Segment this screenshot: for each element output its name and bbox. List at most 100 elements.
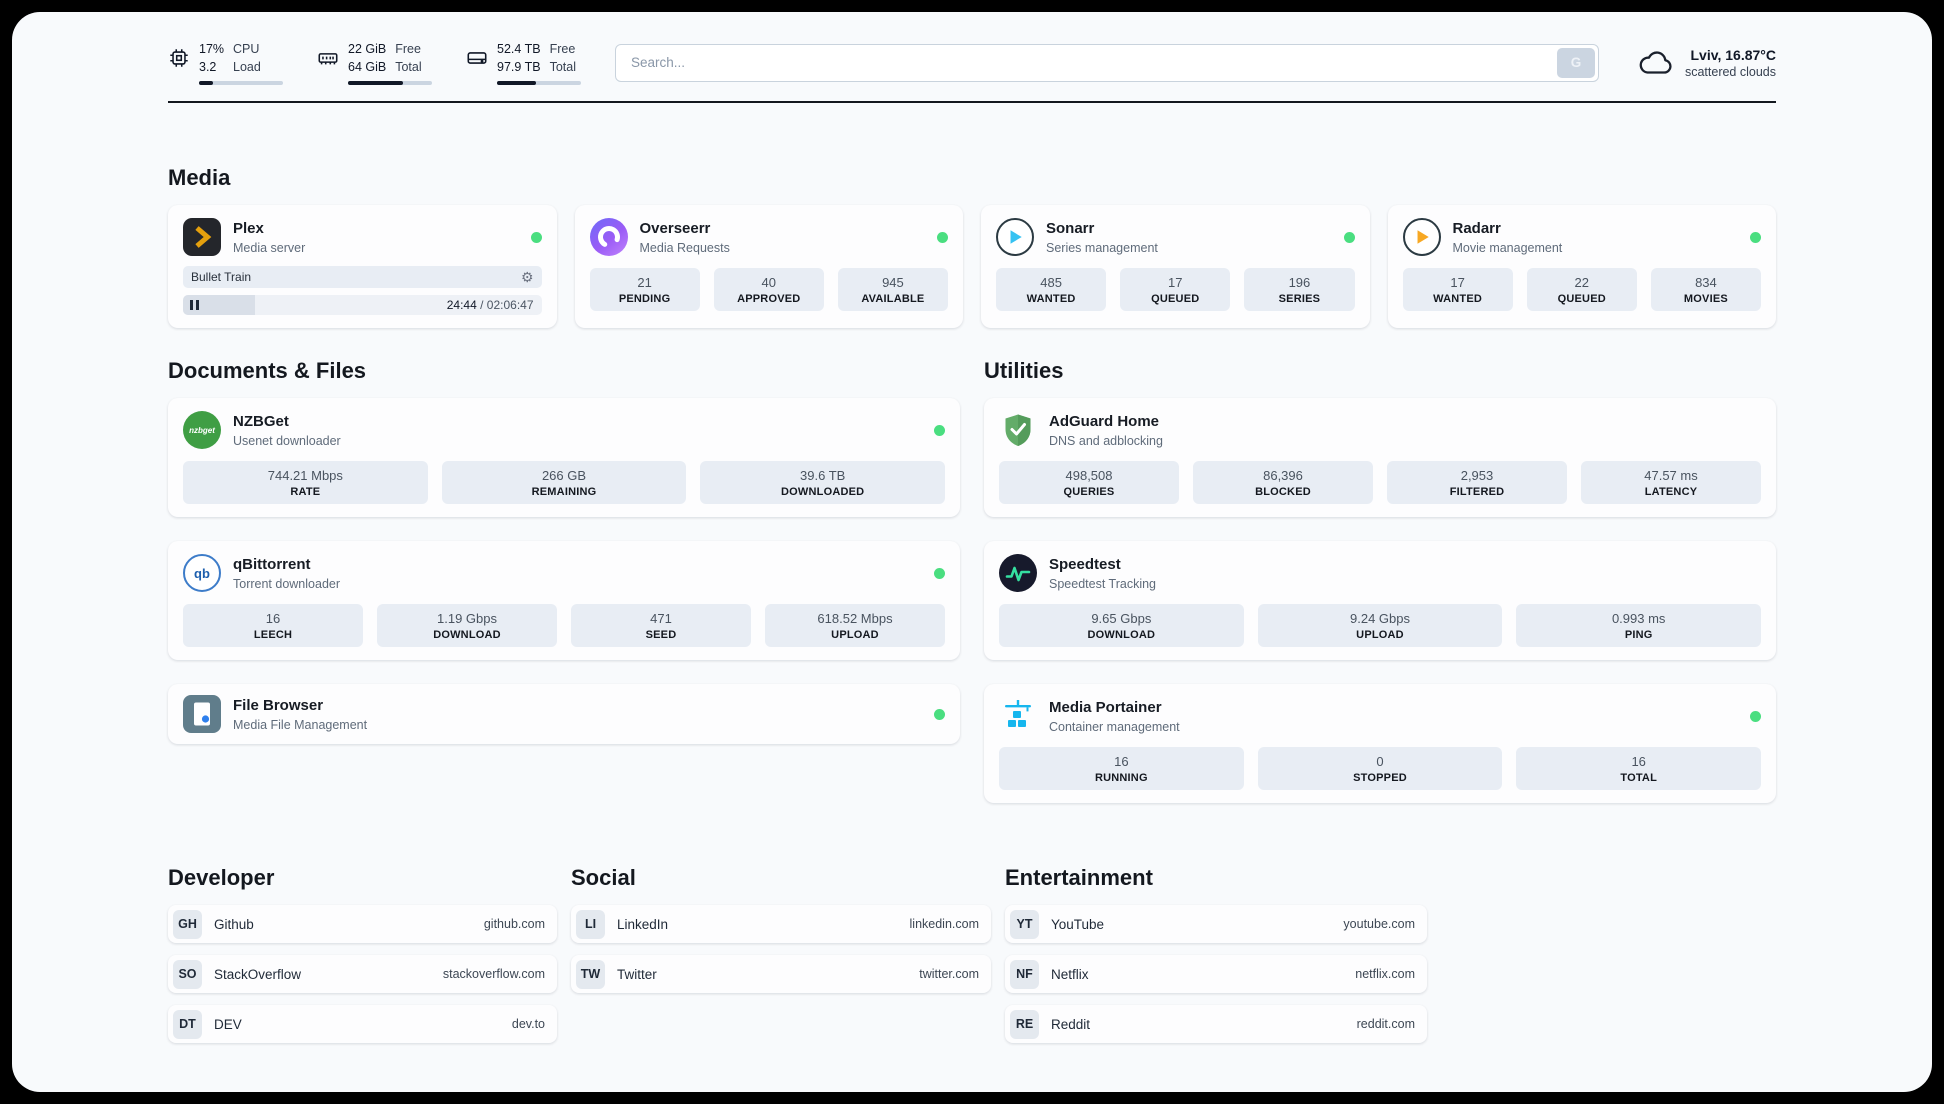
bookmark-linkedin[interactable]: LI LinkedIn linkedin.com — [571, 905, 991, 944]
stat-box: 17 WANTED — [1402, 268, 1513, 312]
status-dot — [1750, 710, 1761, 722]
cpu-label-top: CPU — [233, 42, 260, 56]
radarr-card[interactable]: Radarr Movie management 17 WANTED 22 QUEUE… — [1387, 205, 1776, 329]
filebrowser-icon — [183, 695, 221, 734]
developer-section-title: Developer — [168, 865, 275, 891]
bookmark-github[interactable]: GH Github github.com — [168, 905, 557, 944]
media-section: Media Plex Media server Bullet Train ⚙ — [168, 165, 1776, 329]
app-name: qBittorrent — [233, 555, 311, 573]
cpu-stat: 17% 3.2 CPU Load — [168, 40, 283, 86]
search-bar: G — [615, 43, 1599, 82]
documents-section: Documents & Files nzbget NZBGet Usenet d… — [168, 358, 960, 803]
cpu-usage-bar — [199, 81, 283, 86]
ram-label-top: Free — [395, 42, 421, 56]
app-subtitle: Speedtest Tracking — [1049, 576, 1157, 591]
status-dot — [934, 567, 945, 579]
status-dot — [934, 708, 945, 720]
stat-box: 39.6 TB DOWNLOADED — [700, 461, 946, 505]
system-stats: 17% 3.2 CPU Load 22 GiB 64 GiB — [168, 40, 581, 86]
bookmark-name: Github — [214, 916, 254, 932]
disk-total: 97.9 TB — [497, 60, 541, 75]
pause-icon[interactable] — [190, 300, 199, 311]
adguard-card[interactable]: AdGuard Home DNS and adblocking 498,508 Q… — [984, 398, 1776, 518]
filebrowser-card[interactable]: File Browser Media File Management — [168, 684, 960, 745]
sonarr-icon — [996, 218, 1034, 257]
seek-bar[interactable]: 24:44 / 02:06:47 — [183, 295, 542, 316]
header-divider — [168, 101, 1776, 104]
stat-box: 86,396 BLOCKED — [1193, 461, 1373, 505]
bookmark-url: stackoverflow.com — [442, 967, 545, 982]
app-name: Sonarr — [1046, 219, 1095, 237]
bookmark-name: Twitter — [617, 966, 657, 982]
ram-label-bottom: Total — [395, 60, 422, 75]
stat-box: 16 RUNNING — [999, 747, 1244, 791]
app-name: Plex — [233, 219, 264, 237]
qbittorrent-icon: qb — [183, 554, 221, 593]
utilities-section-title: Utilities — [984, 358, 1064, 384]
app-subtitle: Torrent downloader — [233, 576, 341, 591]
adguard-icon — [999, 411, 1037, 449]
status-dot — [1750, 231, 1761, 243]
app-subtitle: DNS and adblocking — [1049, 433, 1163, 448]
bookmark-stackoverflow[interactable]: SO StackOverflow stackoverflow.com — [168, 955, 557, 994]
stat-box: 471 SEED — [571, 604, 751, 648]
bookmark-abbr: TW — [576, 959, 605, 989]
bookmark-name: YouTube — [1051, 916, 1105, 932]
bookmark-reddit[interactable]: RE Reddit reddit.com — [1005, 1005, 1427, 1044]
stat-box: 1.19 Gbps DOWNLOAD — [377, 604, 557, 648]
ram-usage-bar — [348, 81, 432, 86]
stat-box: 744.21 Mbps RATE — [183, 461, 428, 505]
stat-box: 21 PENDING — [589, 268, 700, 312]
overseerr-card[interactable]: Overseerr Media Requests 21 PENDING 40 APP… — [574, 205, 963, 329]
nzbget-card[interactable]: nzbget NZBGet Usenet downloader 744.21 M… — [168, 398, 960, 518]
stat-box: 0.993 ms PING — [1516, 604, 1762, 648]
stat-box: 945 AVAILABLE — [837, 268, 949, 312]
bookmark-name: Netflix — [1051, 966, 1089, 982]
nzbget-icon: nzbget — [183, 411, 221, 450]
stat-box: 485 WANTED — [996, 268, 1107, 312]
bookmark-url: twitter.com — [919, 967, 979, 982]
media-section-title: Media — [168, 165, 231, 191]
cloud-icon — [1639, 51, 1672, 74]
cpu-label-bottom: Load — [233, 60, 261, 75]
bookmark-twitter[interactable]: TW Twitter twitter.com — [571, 955, 991, 994]
app-name: Speedtest — [1049, 555, 1121, 573]
entertainment-section: Entertainment YT YouTube youtube.com NF … — [1005, 865, 1427, 1055]
social-section-title: Social — [571, 865, 636, 891]
app-subtitle: Media File Management — [233, 717, 368, 732]
stat-box: 16 TOTAL — [1516, 747, 1762, 791]
search-engine-button[interactable]: G — [1556, 47, 1595, 78]
status-dot — [1343, 231, 1355, 243]
speedtest-card[interactable]: Speedtest Speedtest Tracking 9.65 Gbps DO… — [984, 541, 1776, 661]
disk-usage-bar — [497, 81, 581, 86]
ram-free: 22 GiB — [348, 42, 387, 56]
sonarr-card[interactable]: Sonarr Series management 485 WANTED 17 QUE… — [981, 205, 1370, 329]
qbittorrent-card[interactable]: qb qBittorrent Torrent downloader 16 LEEC… — [168, 541, 960, 661]
cpu-icon — [170, 49, 188, 67]
stat-box: 17 QUEUED — [1120, 268, 1231, 312]
stat-box: 266 GB REMAINING — [441, 461, 687, 505]
bookmark-url: youtube.com — [1343, 917, 1415, 932]
bookmark-dev[interactable]: DT DEV dev.to — [168, 1005, 557, 1044]
bookmark-youtube[interactable]: YT YouTube youtube.com — [1005, 905, 1427, 944]
bookmark-url: dev.to — [511, 1017, 545, 1032]
disk-icon — [467, 52, 487, 64]
dashboard-page: 17% 3.2 CPU Load 22 GiB 64 GiB — [12, 12, 1932, 1092]
app-subtitle: Media server — [233, 240, 306, 255]
plex-card[interactable]: Plex Media server Bullet Train ⚙ 24:44 /… — [168, 205, 557, 329]
app-name: AdGuard Home — [1049, 412, 1160, 430]
stat-box: 9.65 Gbps DOWNLOAD — [999, 604, 1244, 648]
app-subtitle: Media Requests — [639, 240, 730, 255]
bookmark-netflix[interactable]: NF Netflix netflix.com — [1005, 955, 1427, 994]
gear-icon[interactable]: ⚙ — [520, 269, 534, 286]
search-input[interactable] — [619, 55, 1557, 71]
bookmark-abbr: RE — [1010, 1009, 1039, 1039]
bookmark-abbr: GH — [173, 909, 202, 939]
now-playing-box: Bullet Train ⚙ — [183, 266, 542, 289]
ram-icon — [318, 53, 338, 65]
plex-icon — [183, 218, 221, 257]
status-dot — [937, 231, 948, 243]
cpu-percent: 17% — [199, 42, 225, 56]
portainer-card[interactable]: Media Portainer Container management 16 R… — [984, 684, 1776, 804]
radarr-icon — [1402, 218, 1441, 257]
